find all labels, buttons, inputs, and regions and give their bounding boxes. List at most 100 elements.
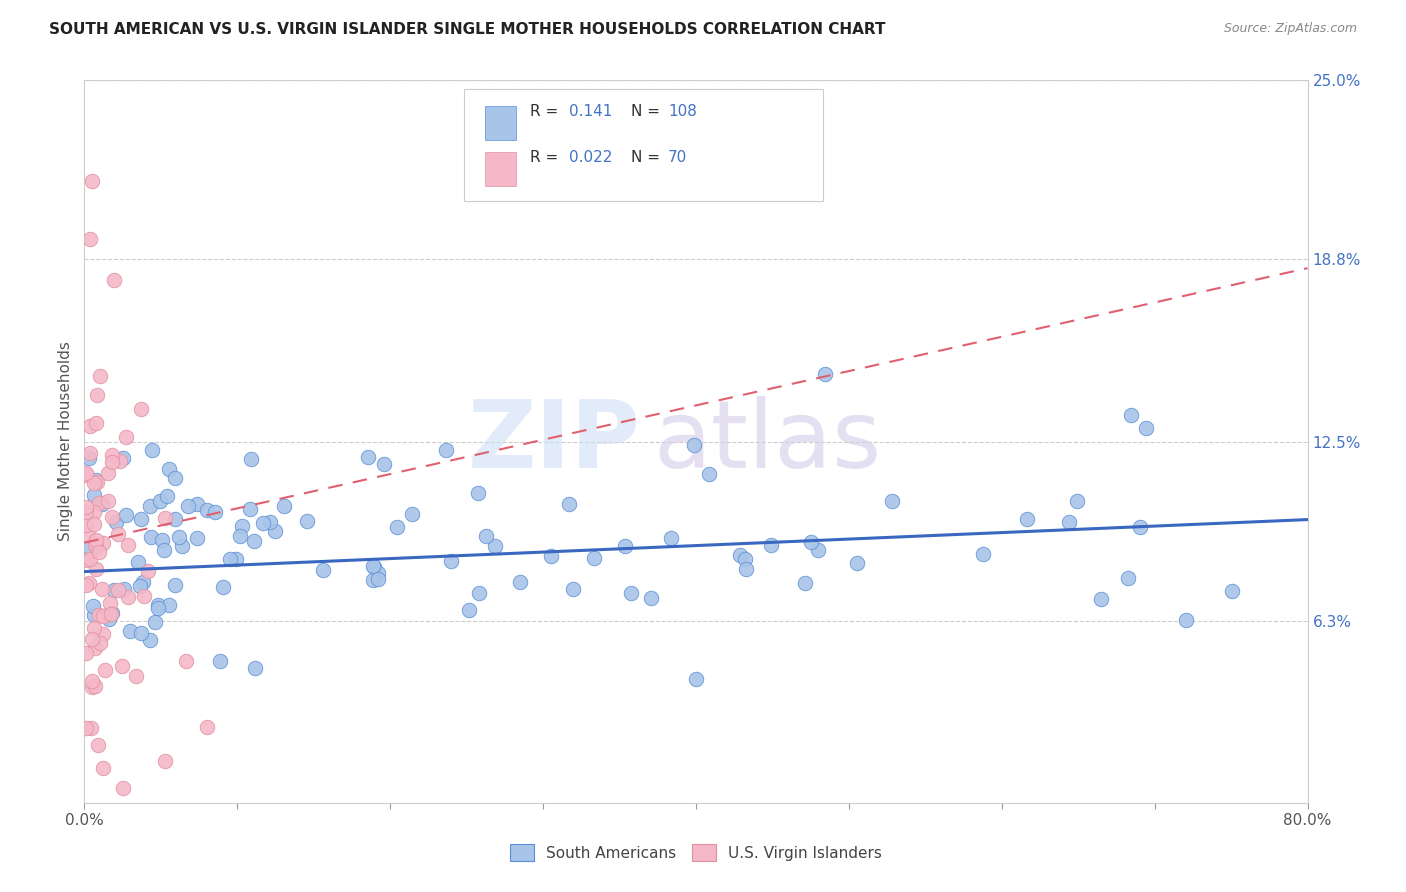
Point	[84, 540, 107, 554]
Point	[83, 505, 105, 519]
Point	[75, 467, 97, 482]
Point	[165, 577, 187, 591]
Text: 70: 70	[668, 150, 688, 165]
Point	[367, 566, 389, 581]
Text: N =: N =	[631, 150, 665, 165]
Point	[177, 499, 200, 513]
Point	[77, 575, 100, 590]
Point	[243, 661, 266, 675]
Point	[108, 453, 131, 467]
Point	[240, 452, 263, 467]
Text: 0.022: 0.022	[569, 150, 613, 165]
Point	[132, 575, 155, 590]
Text: ZIP: ZIP	[468, 395, 641, 488]
Point	[239, 502, 262, 516]
Text: SOUTH AMERICAN VS U.S. VIRGIN ISLANDER SINGLE MOTHER HOUSEHOLDS CORRELATION CHAR: SOUTH AMERICAN VS U.S. VIRGIN ISLANDER S…	[49, 22, 886, 37]
Point	[75, 500, 97, 515]
Point	[157, 461, 180, 475]
Point	[295, 514, 318, 528]
Point	[103, 272, 125, 286]
Point	[1059, 515, 1081, 529]
Text: N =: N =	[631, 104, 665, 120]
Point	[1066, 494, 1088, 508]
Point	[174, 654, 197, 668]
Point	[252, 516, 274, 531]
Point	[229, 529, 252, 543]
Point	[219, 552, 242, 566]
Point	[311, 563, 333, 577]
Point	[101, 606, 124, 620]
Point	[89, 607, 111, 622]
Point	[231, 519, 253, 533]
Point	[761, 538, 783, 552]
Point	[83, 607, 105, 622]
Point	[367, 572, 389, 586]
Text: Source: ZipAtlas.com: Source: ZipAtlas.com	[1223, 22, 1357, 36]
Point	[385, 520, 408, 534]
Point	[1135, 421, 1157, 435]
Point	[363, 560, 385, 574]
Point	[93, 626, 115, 640]
Point	[141, 442, 163, 457]
Point	[111, 450, 134, 465]
Point	[75, 578, 97, 592]
Point	[107, 582, 129, 597]
Point	[80, 174, 103, 188]
Point	[467, 486, 489, 500]
Point	[509, 574, 531, 589]
Point	[86, 475, 108, 489]
Point	[134, 590, 156, 604]
Point	[105, 515, 128, 529]
Point	[163, 512, 186, 526]
Point	[112, 582, 135, 596]
Point	[683, 437, 706, 451]
Point	[401, 507, 423, 521]
Point	[115, 508, 138, 523]
Point	[139, 633, 162, 648]
Point	[107, 527, 129, 541]
Point	[77, 540, 100, 554]
Point	[434, 442, 457, 457]
Point	[1129, 520, 1152, 534]
Point	[1116, 572, 1139, 586]
Point	[87, 738, 110, 752]
Point	[814, 367, 837, 381]
Point	[356, 450, 378, 465]
Point	[363, 559, 385, 574]
Point	[117, 590, 139, 604]
Point	[138, 499, 160, 513]
Point	[97, 612, 120, 626]
Point	[794, 576, 817, 591]
Point	[89, 496, 111, 510]
Point	[89, 636, 111, 650]
Legend: South Americans, U.S. Virgin Islanders: South Americans, U.S. Virgin Islanders	[503, 838, 889, 867]
Point	[87, 545, 110, 559]
Point	[620, 586, 643, 600]
Point	[103, 583, 125, 598]
Point	[972, 548, 994, 562]
Point	[614, 539, 637, 553]
Point	[468, 586, 491, 600]
Point	[1220, 583, 1243, 598]
Point	[83, 621, 105, 635]
Point	[83, 517, 105, 532]
Point	[80, 721, 103, 735]
Point	[101, 448, 124, 462]
Point	[75, 552, 97, 566]
Point	[83, 488, 105, 502]
Text: 0.141: 0.141	[569, 104, 613, 120]
Point	[131, 512, 153, 526]
Point	[153, 755, 176, 769]
Point	[75, 721, 97, 735]
Point	[84, 562, 107, 576]
Point	[557, 497, 579, 511]
Point	[93, 536, 115, 550]
Text: R =: R =	[530, 150, 564, 165]
Point	[86, 533, 108, 547]
Point	[163, 470, 186, 484]
Point	[100, 509, 122, 524]
Point	[83, 475, 105, 490]
Point	[259, 515, 281, 529]
Point	[125, 669, 148, 683]
Point	[90, 497, 112, 511]
